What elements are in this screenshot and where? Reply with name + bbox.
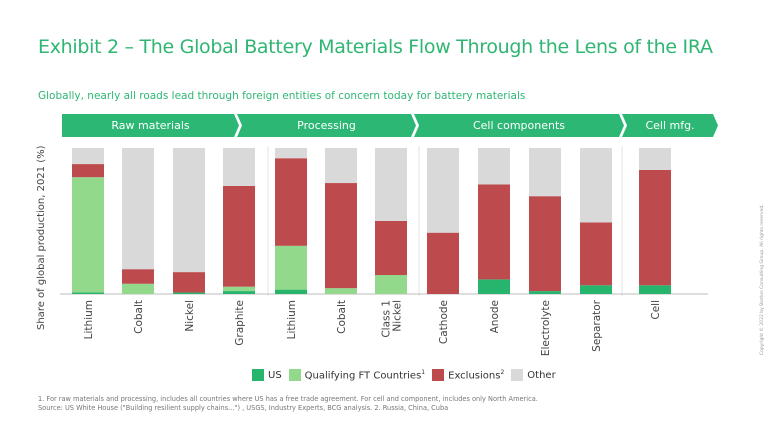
x-tick-label: Lithium <box>83 300 95 339</box>
bar-segment-other <box>122 148 154 270</box>
bar-segment-us <box>72 292 104 294</box>
bar-segment-other <box>580 148 612 223</box>
bar-segment-exclusions <box>275 158 307 246</box>
x-tick-label-text: Cell <box>650 300 662 320</box>
stage-cell-mfg: Cell mfg. <box>622 114 718 137</box>
bar-segment-us <box>639 285 671 294</box>
bar-segment-us <box>529 291 561 294</box>
legend-qft-text: Qualifying FT Countries <box>304 370 422 382</box>
x-tick-label-text: Anode <box>489 300 501 333</box>
x-tick-label-text: Separator <box>591 299 603 352</box>
legend-label-exclusions: Exclusions2 <box>448 369 504 381</box>
legend-label-other: Other <box>527 369 556 381</box>
x-tick-label-text: Nickel <box>392 300 404 332</box>
bar-segment-exclusions <box>580 222 612 286</box>
bar-segment-exclusions <box>325 183 357 289</box>
x-tick-label: Cobalt <box>336 300 348 334</box>
bar-segment-qualifying-ft-countries <box>72 177 104 293</box>
bar-segment-qualifying-ft-countries <box>122 283 154 294</box>
bar-segment-other <box>639 148 671 170</box>
bar-segment-exclusions <box>173 272 205 293</box>
bar-segment-exclusions <box>223 185 255 287</box>
legend-label-qft: Qualifying FT Countries1 <box>305 369 425 381</box>
x-tick-label: Cell <box>650 300 662 320</box>
bar-segment-other <box>223 148 255 186</box>
bar-segment-qualifying-ft-countries <box>223 286 255 292</box>
x-tick-label: Separator <box>591 299 603 352</box>
bar-segment-us <box>275 289 307 294</box>
legend-swatch-qft <box>288 369 301 382</box>
stage-processing: Processing <box>237 114 416 137</box>
x-tick-label-text: Lithium <box>286 300 298 339</box>
x-tick-label: Lithium <box>286 300 298 339</box>
bar-segment-exclusions <box>427 232 459 294</box>
bar-segment-other <box>529 148 561 197</box>
bar-segment-qualifying-ft-countries <box>375 275 407 294</box>
legend-swatch-us <box>252 369 264 382</box>
bar-segment-other <box>427 148 459 233</box>
legend-excl-text: Exclusions <box>448 370 501 382</box>
chart-subtitle: Globally, nearly all roads lead through … <box>38 90 526 102</box>
bar-segment-other <box>173 148 205 273</box>
bar-segment-qualifying-ft-countries <box>325 288 357 294</box>
x-tick-label: Nickel <box>184 300 196 332</box>
x-tick-label: Class 1 Nickel <box>381 300 404 338</box>
x-tick-label-text: Graphite <box>234 300 246 346</box>
bar-segment-other <box>478 148 510 185</box>
bar-segment-other <box>325 148 357 184</box>
copyright-notice: Copyright © 2022 by Boston Consulting Gr… <box>760 204 765 355</box>
bar-segment-other <box>72 148 104 165</box>
legend-qft-sup: 1 <box>421 369 426 376</box>
x-tick-label: Graphite <box>234 300 246 346</box>
legend-swatch-other <box>511 369 524 382</box>
x-tick-label: Electrolyte <box>540 300 552 356</box>
legend-swatch-exclusions <box>432 369 445 382</box>
bar-segment-us <box>173 292 205 294</box>
bar-segment-exclusions <box>72 164 104 178</box>
bar-segment-exclusions <box>375 221 407 276</box>
x-tick-label-text: Cobalt <box>336 300 348 334</box>
stage-cell-components: Cell components <box>414 114 624 137</box>
footnote-1: 1. For raw materials and processing, inc… <box>38 395 538 403</box>
bar-segment-other <box>375 148 407 221</box>
bar-segment-us <box>580 285 612 294</box>
footnote-source: Source: US White House ("Building resili… <box>38 404 449 412</box>
x-tick-label-text: Cobalt <box>133 300 145 334</box>
x-tick-label-text: Cathode <box>438 300 450 344</box>
x-tick-label: Cathode <box>438 300 450 344</box>
legend: US Qualifying FT Countries1 Exclusions2 … <box>245 369 556 381</box>
x-tick-label: Cobalt <box>133 300 145 334</box>
bar-segment-other <box>275 148 307 159</box>
x-tick-label-text: Electrolyte <box>540 300 552 356</box>
bar-segment-exclusions <box>122 269 154 284</box>
legend-excl-sup: 2 <box>500 369 505 376</box>
legend-label-us: US <box>268 369 282 381</box>
x-tick-label: Anode <box>489 300 501 333</box>
bar-segment-us <box>223 291 255 294</box>
x-tick-label-text: Class 1 <box>381 300 393 338</box>
bar-segment-exclusions <box>639 169 671 286</box>
chart-title: Exhibit 2 – The Global Battery Materials… <box>38 36 713 58</box>
stage-raw-materials: Raw materials <box>62 114 239 137</box>
x-tick-label-text: Nickel <box>184 300 196 332</box>
x-tick-label-text: Lithium <box>83 300 95 339</box>
bar-segment-us <box>478 279 510 294</box>
bar-segment-exclusions <box>529 196 561 292</box>
bar-segment-exclusions <box>478 184 510 280</box>
bar-segment-qualifying-ft-countries <box>275 245 307 290</box>
